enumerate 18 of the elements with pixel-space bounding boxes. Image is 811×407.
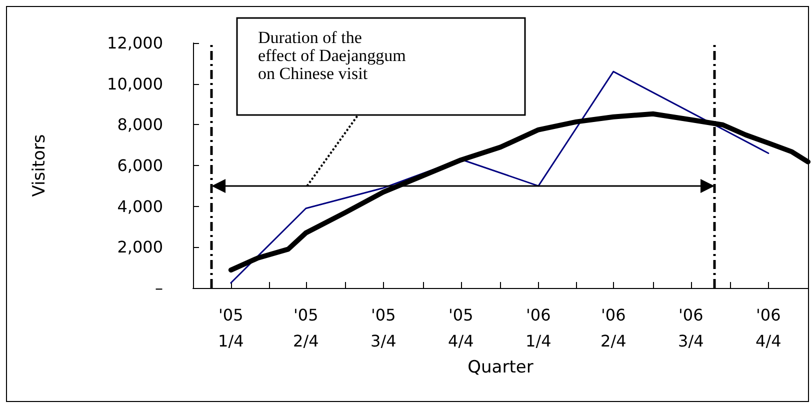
x-tick-label: '05 3/4 (370, 306, 396, 350)
x-tick-label: '05 2/4 (293, 306, 319, 350)
y-tick-label: 2,000 (117, 238, 163, 257)
x-tick-label: '05 4/4 (448, 306, 474, 350)
y-tick-label: 6,000 (117, 156, 163, 175)
x-axis-title: Quarter (468, 357, 534, 378)
y-tick-label: 4,000 (117, 196, 163, 216)
annotation: Duration of the effect of Daejanggum on Chinese visit (258, 28, 406, 83)
y-axis-title: Visitors (30, 134, 50, 197)
x-tick-label: '05 1/4 (218, 306, 244, 350)
x-tick-label: '06 2/4 (600, 306, 626, 350)
y-tick-label: 8,000 (117, 115, 163, 134)
y-tick-label: – (155, 278, 163, 298)
x-tick-label: '06 4/4 (756, 306, 782, 350)
y-tick-label: 12,000 (107, 34, 163, 52)
y-tick-label: 10,000 (107, 74, 163, 94)
x-tick-label: '06 3/4 (678, 306, 704, 350)
x-tick-label: '06 1/4 (526, 306, 552, 350)
